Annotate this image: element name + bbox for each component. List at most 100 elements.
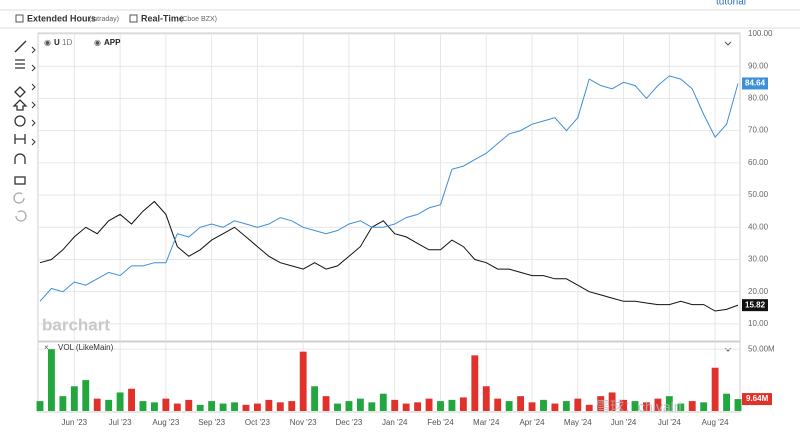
y-tick-label: 70.00 [748,126,769,135]
volume-bar [437,401,444,411]
legend-eye: ◉ [94,38,101,47]
volume-bar [459,397,467,411]
volume-bar [562,401,570,411]
volume-bar [368,402,376,411]
volume-bar [654,398,662,411]
volume-bar [482,386,490,411]
x-tick-label: May '24 [564,418,592,427]
volume-bar [150,402,158,411]
tool-expand[interactable] [31,46,36,146]
volume-bar [448,399,456,411]
last-value-label: 15.82 [745,300,766,309]
volume-bar [276,402,284,411]
volume-bar [677,403,685,411]
volume-bar [643,402,650,411]
main-pane [37,32,741,342]
legend-interval: 1D [62,38,72,47]
legend-entry: APP [104,38,121,47]
volume-bar [242,404,250,411]
option-label[interactable]: Real-Time [141,13,184,23]
y-tick-label: 30.00 [748,255,769,264]
volume-bar [631,401,639,411]
volume-bar [231,402,238,411]
y-tick-label: 20.00 [748,287,769,296]
top-bar [0,0,800,8]
x-tick-label: Dec '23 [336,418,363,427]
volume-bar [288,401,296,411]
x-tick-label: Feb '24 [427,418,454,427]
option-note: (Cboe BZX) [180,16,217,23]
y-tick-label: 50.00M [748,344,775,353]
x-tick-label: Jun '24 [611,418,637,427]
tool-shape[interactable] [14,86,26,98]
tool-fib[interactable] [15,59,25,69]
plot: 10.00 20.00 30.00 40.00 50.00 60.00 70.00 80.00… [36,29,775,427]
volume-bar [173,403,181,411]
volume-legend: VOL (LikeMain) [58,343,114,352]
price-line [39,200,739,312]
volume-bar [551,403,559,411]
volume-bar [688,401,696,411]
volume-bar [196,404,204,411]
tool-line[interactable] [14,40,27,53]
option-label[interactable]: Extended Hours [27,13,96,23]
volume-bar [265,399,273,411]
tool-undo[interactable] [13,192,25,204]
volume-bar [608,392,616,411]
volume-bar [322,396,330,411]
x-tick-label: Jan '24 [382,418,408,427]
x-tick-label: Jul '24 [658,418,681,427]
volume-bar [494,398,502,411]
price-line [39,75,739,302]
last-value-tag [742,393,772,406]
checkbox[interactable] [129,14,138,23]
checkbox[interactable] [15,14,24,23]
x-tick-label: Aug '24 [702,418,729,427]
y-tick-label: 100.00 [748,29,773,38]
volume-bar [48,349,55,411]
y-tick-label: 10.00 [748,319,769,328]
legend-entry: U [54,38,60,47]
x-tick-label: Nov '23 [290,418,317,427]
volume-bar [311,386,319,411]
last-value-label: 9.64M [746,394,769,403]
volume-bar [597,396,605,411]
volume-bar [59,396,67,411]
y-tick-label: 40.00 [748,222,769,231]
x-tick-label: Aug '23 [152,418,179,427]
tool-measure[interactable] [14,134,26,144]
tool-lock[interactable] [14,176,26,185]
x-tick-label: Mar '24 [473,418,500,427]
volume-bar [219,403,227,411]
volume-bar [128,388,135,411]
volume-bar [540,399,547,411]
volume-bar [82,380,90,411]
volume-bar [665,396,673,411]
volume-bar [379,393,387,411]
tool-magnet[interactable] [14,153,26,164]
volume-bar [208,401,216,411]
x-tick-label: Oct '23 [245,418,271,427]
tool-annotation[interactable] [14,115,26,127]
volume-bar [723,393,730,411]
tool-redo[interactable] [15,210,27,222]
tool-arrow[interactable] [12,99,28,111]
volume-bar [517,396,525,411]
x-tick-label: Jul '23 [109,418,132,427]
volume-bar [700,402,708,411]
volume-bar [139,401,147,411]
last-value-tag [742,77,768,90]
last-value-label: 84.64 [745,79,766,88]
pane-menu[interactable] [724,41,732,352]
pane-close: × [44,343,49,352]
volume-bar [528,402,536,411]
volume-bar [734,399,742,411]
volume-bar [345,401,353,411]
volume-bar [356,398,364,411]
volume-bar [70,386,78,411]
option-note: (Intraday) [89,16,119,23]
tutorial-link[interactable]: tutorial [716,0,746,8]
volume-bar [425,398,433,411]
